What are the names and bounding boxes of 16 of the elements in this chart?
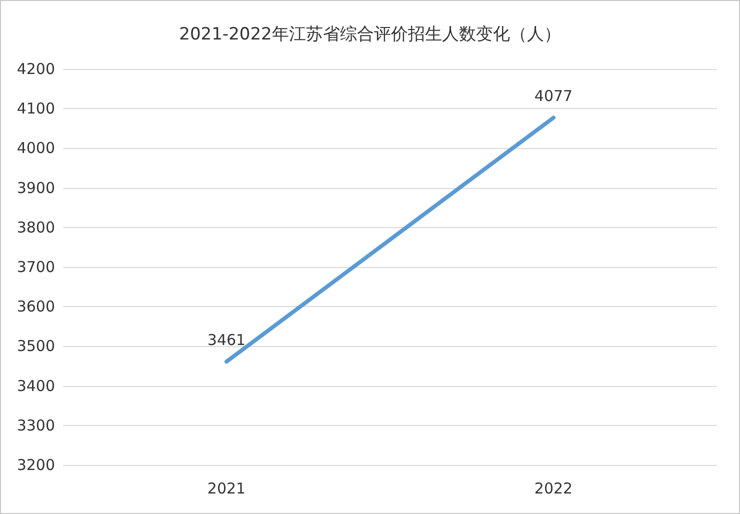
y-tick-label: 4000 [16,139,55,158]
x-tick-label: 2021 [207,480,246,498]
y-tick-label: 3500 [16,337,55,356]
data-label: 3461 [207,331,246,350]
y-tick-label: 3600 [16,298,55,316]
y-tick-label: 4100 [16,100,55,118]
y-tick-label: 3400 [16,376,55,395]
y-tick-label: 3300 [16,416,55,434]
x-tick-label: 2022 [534,480,573,498]
y-tick-label: 3800 [16,218,55,236]
y-tick-label: 4200 [16,60,55,78]
y-tick-label: 3200 [16,456,55,474]
y-tick-label: 3700 [16,258,55,276]
y-tick-label: 3900 [16,178,55,197]
data-label: 4077 [534,87,573,106]
chart-title: 2021-2022年江苏省综合评价招生人数变化（人） [179,24,561,44]
